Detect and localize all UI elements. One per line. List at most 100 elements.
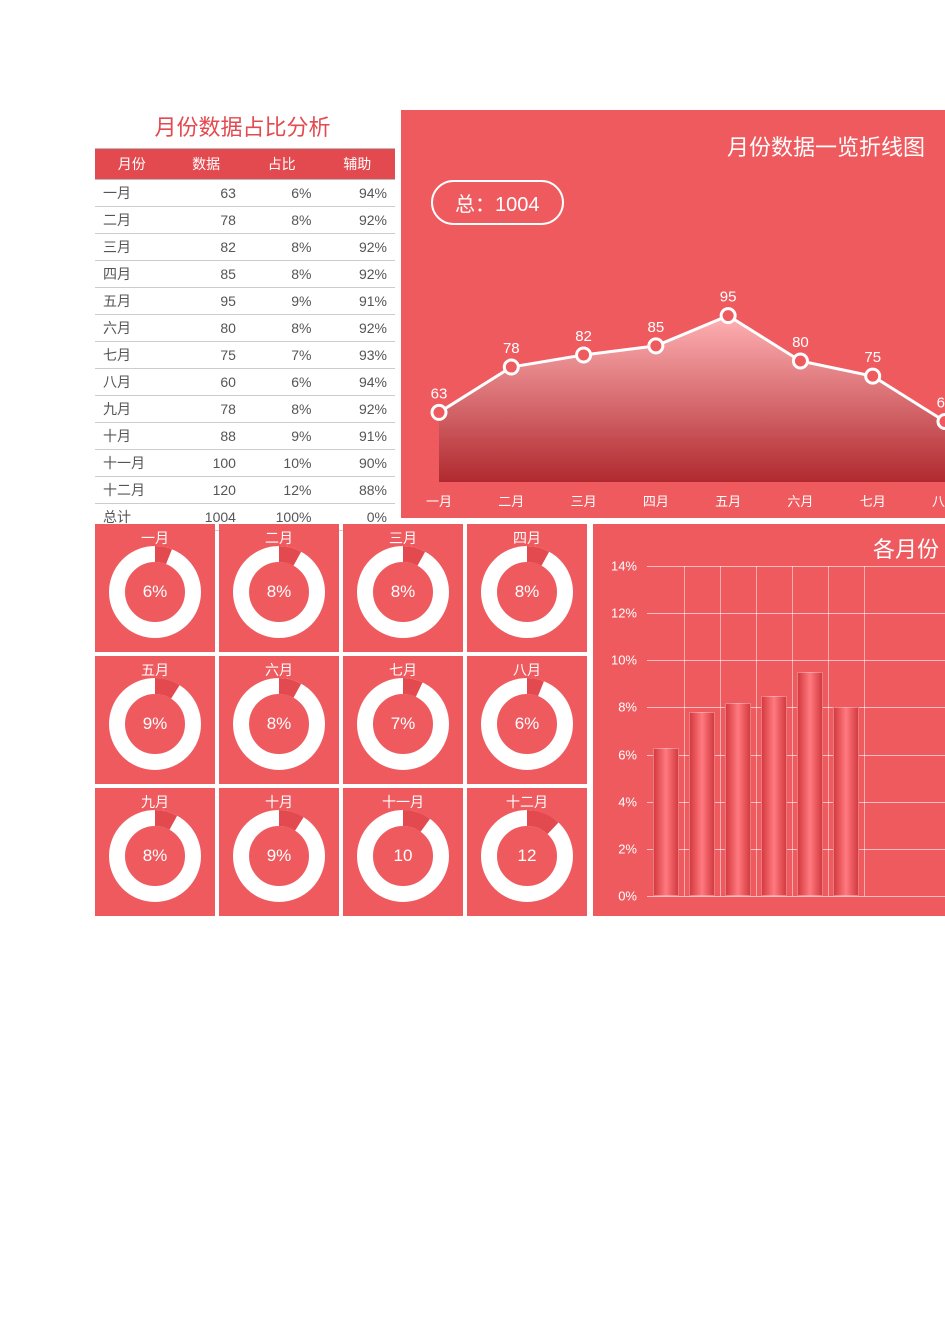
table-cell: 91% (319, 288, 395, 315)
donut-percent-label: 8% (477, 542, 577, 642)
table-cell: 8% (244, 234, 320, 261)
x-axis-label: 一月 (426, 494, 452, 509)
table-cell: 五月 (95, 288, 168, 315)
donut-percent-label: 9% (229, 806, 329, 906)
y-axis-label: 12% (611, 606, 637, 621)
v-gridline (792, 566, 793, 896)
table-cell: 六月 (95, 315, 168, 342)
table-cell: 6% (244, 369, 320, 396)
donut-cell: 十月9% (219, 788, 339, 916)
table-cell: 94% (319, 369, 395, 396)
line-marker (432, 405, 446, 419)
line-marker (504, 360, 518, 374)
donut-cell: 六月8% (219, 656, 339, 784)
x-axis-label: 四月 (643, 494, 669, 509)
line-value-label: 95 (720, 289, 737, 306)
y-axis-label: 10% (611, 653, 637, 668)
table-cell: 九月 (95, 396, 168, 423)
donut-cell: 十一月10 (343, 788, 463, 916)
donut-cell: 七月7% (343, 656, 463, 784)
y-axis-label: 14% (611, 559, 637, 574)
y-axis-label: 0% (618, 889, 637, 904)
table-row: 七月757%93% (95, 342, 395, 369)
table-cell: 十一月 (95, 450, 168, 477)
line-marker (793, 354, 807, 368)
bar (725, 703, 751, 896)
table-header: 辅助 (319, 149, 395, 180)
table-cell: 92% (319, 315, 395, 342)
donut-percent-label: 10 (353, 806, 453, 906)
bar (689, 712, 715, 896)
donut-cell: 一月6% (95, 524, 215, 652)
gridline (647, 896, 945, 897)
table-cell: 92% (319, 396, 395, 423)
gridline (647, 566, 945, 567)
table-cell: 75 (168, 342, 244, 369)
table-cell: 90% (319, 450, 395, 477)
table-row: 十二月12012%88% (95, 477, 395, 504)
donut-percent-label: 8% (229, 542, 329, 642)
table-row: 十月889%91% (95, 423, 395, 450)
table-cell: 60 (168, 369, 244, 396)
line-marker (938, 415, 945, 429)
table-header: 数据 (168, 149, 244, 180)
line-marker (577, 348, 591, 362)
bar (797, 672, 823, 896)
table-cell: 120 (168, 477, 244, 504)
table-cell: 8% (244, 261, 320, 288)
data-table: 月份数据占比辅助 一月636%94%二月788%92%三月828%92%四月85… (95, 148, 395, 531)
donut-cell: 三月8% (343, 524, 463, 652)
table-cell: 6% (244, 180, 320, 207)
donut-cell: 四月8% (467, 524, 587, 652)
line-value-label: 80 (792, 334, 809, 351)
table-row: 三月828%92% (95, 234, 395, 261)
table-cell: 一月 (95, 180, 168, 207)
table-cell: 七月 (95, 342, 168, 369)
table-row: 十一月10010%90% (95, 450, 395, 477)
table-cell: 63 (168, 180, 244, 207)
bar (653, 748, 679, 897)
donut-percent-label: 8% (353, 542, 453, 642)
y-axis-label: 8% (618, 700, 637, 715)
x-axis-label: 七月 (860, 494, 886, 509)
table-cell: 92% (319, 261, 395, 288)
v-gridline (684, 566, 685, 896)
x-axis-label: 八月 (932, 494, 945, 509)
line-chart-panel: 月份数据一览折线图 总：1004 63一月78二月82三月85四月95五月80六… (401, 110, 945, 518)
table-cell: 10% (244, 450, 320, 477)
donut-percent-label: 6% (477, 674, 577, 774)
table-cell: 93% (319, 342, 395, 369)
table-cell: 78 (168, 396, 244, 423)
y-axis-label: 6% (618, 747, 637, 762)
bar (761, 696, 787, 896)
table-cell: 85 (168, 261, 244, 288)
donut-cell: 九月8% (95, 788, 215, 916)
donut-cell: 八月6% (467, 656, 587, 784)
table-cell: 7% (244, 342, 320, 369)
x-axis-label: 六月 (787, 494, 813, 509)
line-value-label: 78 (503, 340, 520, 357)
donut-percent-label: 8% (229, 674, 329, 774)
table-cell: 12% (244, 477, 320, 504)
table-header: 月份 (95, 149, 168, 180)
donut-cell: 二月8% (219, 524, 339, 652)
gridline (647, 707, 945, 708)
line-value-label: 60 (937, 395, 945, 412)
bar (833, 707, 859, 896)
table-cell: 88 (168, 423, 244, 450)
donut-percent-label: 6% (105, 542, 205, 642)
bar-chart-title: 各月份 (873, 532, 939, 564)
table-row: 五月959%91% (95, 288, 395, 315)
table-cell: 三月 (95, 234, 168, 261)
table-row: 八月606%94% (95, 369, 395, 396)
table-row: 一月636%94% (95, 180, 395, 207)
donut-percent-label: 12 (477, 806, 577, 906)
y-axis-label: 4% (618, 794, 637, 809)
x-axis-label: 五月 (715, 494, 741, 509)
x-axis-label: 三月 (571, 494, 597, 509)
table-cell: 9% (244, 288, 320, 315)
total-pill: 总：1004 (431, 180, 564, 225)
x-axis-label: 二月 (498, 494, 524, 509)
table-header: 占比 (244, 149, 320, 180)
y-axis-label: 2% (618, 841, 637, 856)
